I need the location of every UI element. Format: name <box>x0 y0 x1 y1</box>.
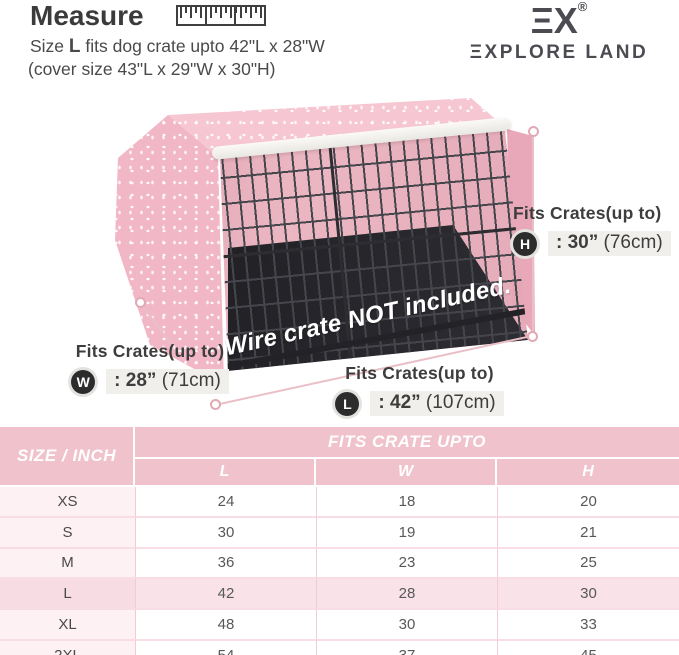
table-row-2xl: 2XL 54 37 45 <box>0 638 679 655</box>
annotation-length-measure: : 42” (107cm) <box>370 391 504 416</box>
dimension-h-badge-icon: H <box>513 231 537 256</box>
value-cell: 33 <box>497 608 679 639</box>
value-cell: 19 <box>316 515 497 547</box>
size-description: Size L fits dog crate upto 42"L x 28"W <box>30 36 325 58</box>
annotation-height-label: Fits Crates(up to) <box>513 203 662 223</box>
column-header-w: W <box>316 459 497 487</box>
ruler-divider <box>234 7 236 24</box>
measurement-endpoint <box>527 331 538 342</box>
width-cm: (71cm) <box>156 370 221 391</box>
measurement-endpoint <box>528 126 539 137</box>
brand-mark-text: ΞX <box>530 0 578 41</box>
value-cell: 48 <box>135 608 316 639</box>
brand-name: ΞXPLORE LAND <box>469 41 649 63</box>
value-cell: 42 <box>135 577 316 609</box>
length-inches: : 42” <box>378 392 421 413</box>
height-cm: (76cm) <box>598 232 663 253</box>
value-cell: 23 <box>316 546 497 578</box>
value-cell: 28 <box>316 577 497 609</box>
ruler-ticks-short <box>185 7 264 13</box>
ruler-icon <box>176 5 266 26</box>
value-cell: 20 <box>497 487 679 516</box>
length-cm: (107cm) <box>420 392 496 413</box>
measurement-endpoint <box>210 399 221 410</box>
brand-logo: ΞX® ΞXPLORE LAND <box>451 0 667 64</box>
cover-size-description: (cover size 43"L x 29"W x 30"H) <box>28 59 276 79</box>
table-row-xs: XS 24 18 20 <box>0 487 679 516</box>
ruler-divider <box>205 7 207 24</box>
annotation-length: Fits Crates(up to) L : 42” (107cm) <box>312 363 527 416</box>
size-label: 2XL <box>0 638 135 655</box>
value-cell: 30 <box>135 515 316 547</box>
value-cell: 18 <box>316 487 497 516</box>
annotation-length-label: Fits Crates(up to) <box>345 363 494 383</box>
annotation-width: Fits Crates(up to) W : 28” (71cm) <box>40 341 260 394</box>
value-cell: 30 <box>497 577 679 609</box>
column-header-h: H <box>497 459 679 487</box>
dimension-l-badge-icon: L <box>335 391 360 416</box>
size-label: XS <box>0 487 135 516</box>
value-cell: 54 <box>135 638 316 655</box>
table-row-m: M 36 23 25 <box>0 546 679 578</box>
width-inches: : 28” <box>114 370 157 391</box>
table-row-xl: XL 48 30 33 <box>0 608 679 639</box>
height-inches: : 30” <box>556 232 599 253</box>
value-cell: 25 <box>497 546 679 578</box>
size-description-prefix: Size <box>30 36 69 56</box>
measurement-endpoint <box>135 297 146 308</box>
page-title: Measure <box>30 0 144 31</box>
value-cell: 45 <box>497 638 679 655</box>
table-corner-header: SIZE / INCH <box>0 427 135 487</box>
annotation-width-label: Fits Crates(up to) <box>75 341 225 361</box>
size-label: M <box>0 546 135 578</box>
annotation-width-value: W : 28” (71cm) <box>40 369 260 394</box>
measurement-line-height <box>532 131 534 336</box>
annotation-height-value: H : 30” (76cm) <box>513 231 671 256</box>
value-cell: 24 <box>135 487 316 516</box>
size-label: L <box>0 577 135 609</box>
size-label: S <box>0 515 135 547</box>
value-cell: 21 <box>497 515 679 547</box>
table-row-s: S 30 19 21 <box>0 515 679 547</box>
annotation-height-measure: : 30” (76cm) <box>548 231 671 256</box>
brand-mark-icon: ΞX® <box>451 0 667 41</box>
value-cell: 37 <box>316 638 497 655</box>
annotation-height: Fits Crates(up to) H : 30” (76cm) <box>513 203 671 256</box>
size-description-rest: fits dog crate upto 42"L x 28"W <box>80 36 325 56</box>
dimension-w-badge-icon: W <box>71 369 96 394</box>
table-span-header: FITS CRATE UPTO <box>135 427 679 459</box>
annotation-width-measure: : 28” (71cm) <box>106 369 229 394</box>
column-header-l: L <box>135 459 316 487</box>
annotation-length-value: L : 42” (107cm) <box>312 391 527 416</box>
registered-trademark-icon: ® <box>577 0 588 14</box>
size-letter: L <box>68 36 81 57</box>
size-label: XL <box>0 608 135 639</box>
value-cell: 36 <box>135 546 316 578</box>
table-row-l: L 42 28 30 <box>0 577 679 609</box>
size-chart-table: SIZE / INCH FITS CRATE UPTO L W H XS 24 … <box>0 427 679 655</box>
value-cell: 30 <box>316 608 497 639</box>
